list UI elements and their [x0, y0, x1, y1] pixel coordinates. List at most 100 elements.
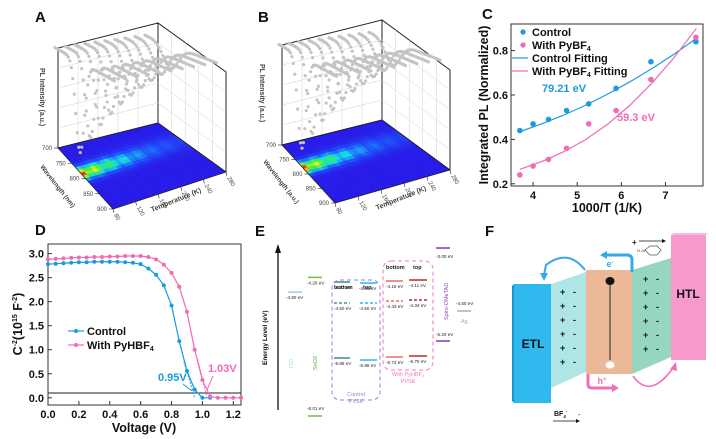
e-level-value: -4.15 eV	[386, 284, 404, 289]
f-htl-block	[671, 235, 706, 360]
f-etl-curved-arrow-icon	[543, 256, 586, 276]
b-waterfall-point	[339, 66, 344, 70]
d-series-line	[47, 255, 241, 399]
b-waterfall-point	[302, 63, 306, 67]
b-waterfall-point	[303, 74, 307, 78]
b-waterfall-point	[318, 47, 322, 51]
a-waterfall-point	[164, 61, 168, 65]
f-minus-charge: -	[656, 330, 659, 340]
b-waterfall-point	[326, 89, 330, 93]
a-waterfall-point	[155, 43, 160, 47]
b-waterfall-point	[312, 125, 316, 129]
b-waterfall-point	[343, 62, 347, 67]
a-x-tick-label: 120	[135, 206, 146, 218]
b-waterfall-point	[372, 57, 376, 61]
f-cation-plus: +	[632, 238, 637, 247]
c-data-point	[545, 156, 552, 163]
e-spiro-label: Spiro-OMeTAD	[444, 283, 450, 320]
b-x-tick-mark	[403, 183, 406, 188]
a-waterfall-point	[150, 55, 155, 60]
b-waterfall-point	[298, 141, 303, 145]
a-waterfall-point	[88, 60, 93, 64]
a-y-tick-label: 900	[97, 207, 108, 213]
a-waterfall	[53, 33, 218, 155]
d-data-point	[177, 284, 182, 289]
a-waterfall-point	[154, 65, 158, 69]
a-y-tick-label: 800	[69, 177, 80, 183]
panel-c-label: C	[482, 6, 493, 23]
a-waterfall-point	[87, 74, 91, 78]
f-plus-charge: +	[643, 274, 648, 284]
b-waterfall-point	[307, 47, 312, 51]
f-htl-curved-arrowhead-icon	[670, 362, 677, 371]
f-etl-block	[514, 284, 551, 403]
a-waterfall-point	[74, 111, 78, 116]
a-y-tick-label: 850	[83, 192, 94, 198]
c-xlabel: 1000/T (1/K)	[572, 201, 642, 215]
d-data-point	[192, 347, 197, 352]
b-waterfall-point	[336, 82, 340, 86]
a-waterfall-point	[89, 136, 93, 140]
b-waterfall-point	[362, 81, 366, 86]
b-waterfall-point	[325, 85, 330, 89]
e-level-value: -5.20 eV	[436, 332, 454, 337]
a-waterfall-point	[77, 145, 81, 149]
d-data-point	[53, 256, 58, 261]
e-ito-label: ITO	[289, 358, 295, 368]
b-waterfall-point	[381, 46, 385, 50]
panel-a-3d-plot: PL Intensity (a.u.) Wavelength (nm) Temp…	[38, 22, 236, 220]
b-waterfall-point	[378, 65, 382, 69]
c-data-point	[585, 121, 592, 127]
a-waterfall-point	[136, 73, 140, 77]
a-waterfall-point	[145, 44, 149, 48]
b-waterfall-point	[347, 75, 351, 79]
f-htl-top	[671, 233, 708, 235]
a-waterfall-point	[133, 86, 137, 90]
d-data-point	[107, 259, 112, 264]
a-waterfall-point	[127, 72, 131, 76]
b-y-tick-label: 800	[292, 172, 303, 178]
f-minus-charge: -	[656, 274, 659, 284]
a-x-tick-label: 240	[203, 183, 214, 195]
a-waterfall-point	[157, 64, 161, 68]
b-waterfall-point	[328, 46, 332, 50]
d-data-point	[46, 257, 50, 262]
a-waterfall-point	[112, 76, 116, 80]
b-heatmap	[281, 119, 451, 204]
a-waterfall-point	[203, 63, 207, 67]
b-waterfall-point	[367, 40, 372, 44]
b-waterfall-point	[319, 50, 323, 54]
c-legend-pybf4: With PyBF4	[532, 40, 591, 53]
f-perovskite-block	[586, 270, 632, 374]
e-level-value: -4.20 eV	[307, 280, 325, 285]
d-y-tick-label: 2.5	[29, 273, 44, 285]
b-waterfall-point	[342, 55, 346, 60]
d-data-point	[84, 255, 89, 260]
b-waterfall-point	[306, 91, 310, 96]
d-fit-dashed-control	[183, 361, 196, 398]
d-ticks: 0.0 0.2 0.4 0.6 0.8 1.0 1.2 0.0 0.5 1.0 1.5 2.0 2.5 3…	[29, 249, 241, 421]
b-waterfall-point	[349, 68, 353, 72]
a-heatmap	[57, 122, 227, 210]
b-waterfall-point	[376, 37, 380, 41]
f-htl-interface	[632, 258, 671, 374]
a-waterfall-point	[112, 79, 116, 83]
a-waterfall-point	[118, 70, 122, 74]
f-etl-side	[512, 284, 514, 403]
a-waterfall-point	[85, 51, 89, 55]
a-waterfall-point	[101, 116, 105, 120]
a-waterfall-point	[72, 92, 76, 96]
b-waterfall-point	[350, 49, 354, 53]
a-waterfall-point	[81, 78, 85, 82]
a-waterfall-point	[93, 91, 97, 96]
b-x-tick-label: 280	[449, 174, 460, 186]
d-data-point	[46, 262, 50, 267]
a-x-tick-mark	[135, 201, 137, 206]
c-y-tick-label: 0.8	[493, 46, 508, 58]
f-anion-label: BF4-	[554, 409, 568, 419]
c-annotation-pybf4: 59.3 eV	[617, 112, 656, 124]
a-waterfall-point	[105, 82, 110, 87]
f-minus-charge: -	[573, 287, 576, 297]
b-y-ticks: 700 750 800 850 900	[266, 143, 335, 207]
d-ylabel: C-2(1015 F-2)	[11, 293, 25, 356]
